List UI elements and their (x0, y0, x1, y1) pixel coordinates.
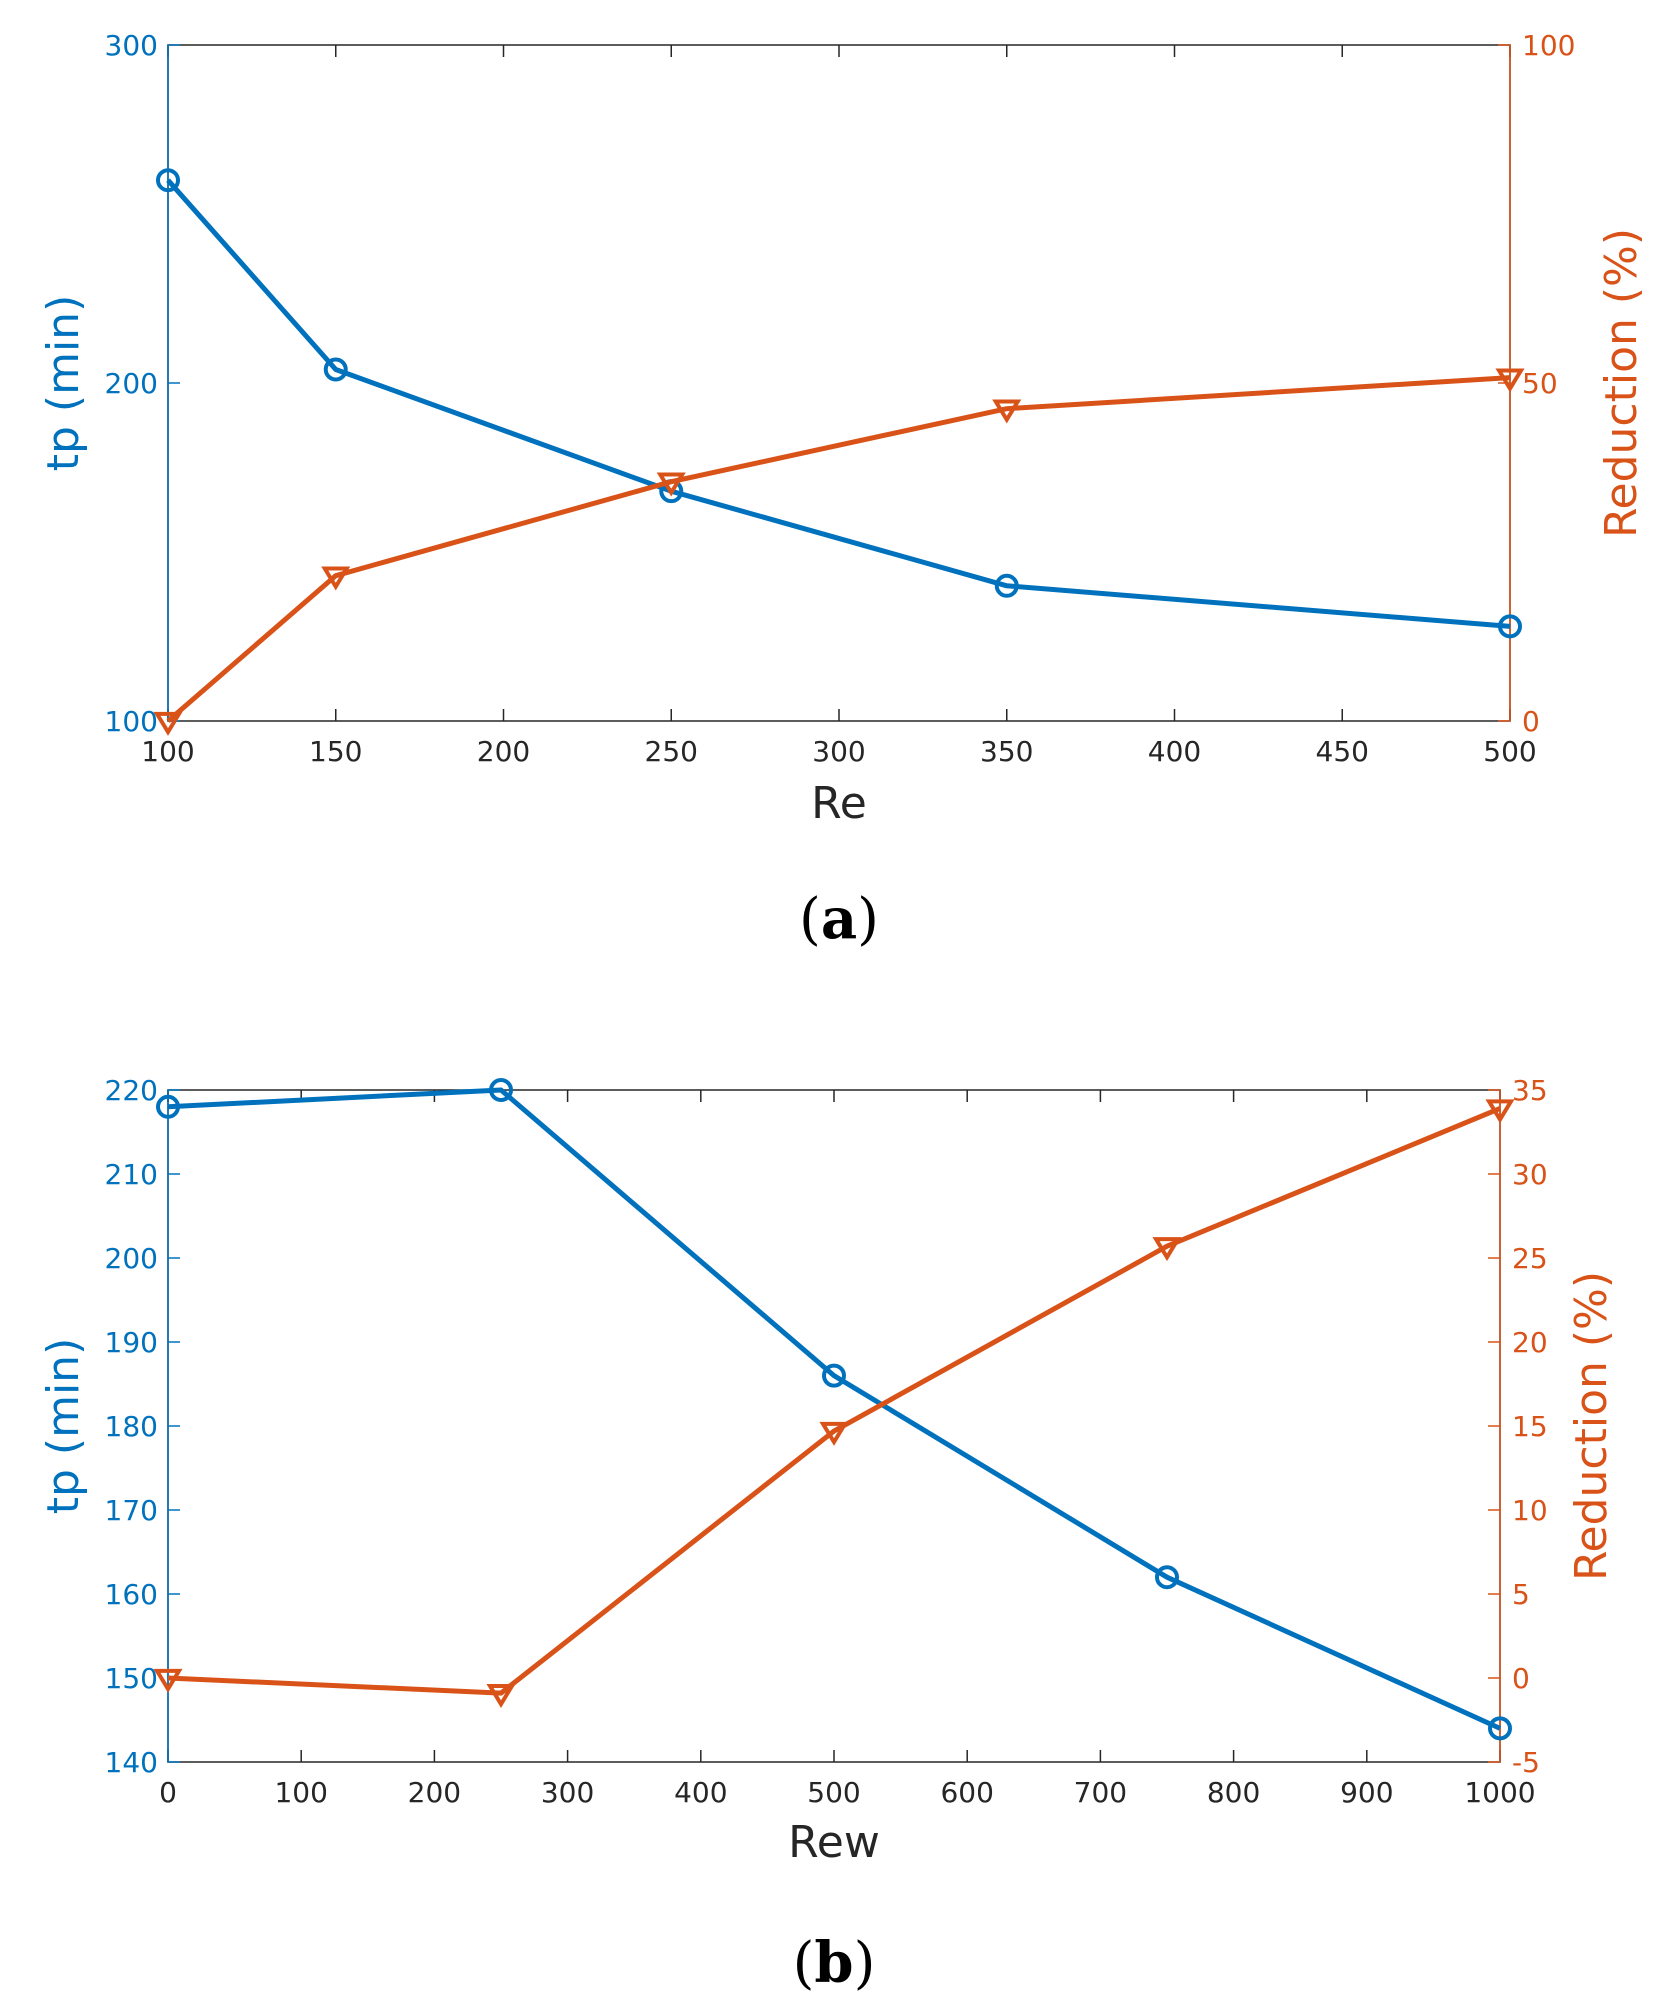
tp-data-point (994, 573, 1019, 598)
left-y-tick-label: 160 (105, 1578, 158, 1611)
reduction-data-point (656, 472, 686, 497)
right-y-tick-label: 10 (1512, 1494, 1548, 1527)
x-tick-label: 200 (477, 735, 530, 768)
x-axis: 100 150 200 250 300 350 400 450 500 (141, 45, 1537, 768)
tp-data-point (323, 357, 348, 382)
x-tick-label: 800 (1207, 1776, 1260, 1809)
reduction-data-point (992, 399, 1022, 424)
chart-panel-b: 0 100 200 300 400 500 600 700 800 900 1000 1401501… (38, 1074, 1617, 1996)
left-y-axis: 140 150 160 170 180 190 200 210 220 (105, 1074, 180, 1779)
series-group (153, 168, 1525, 736)
x-tick-label: 400 (674, 1776, 727, 1809)
right-y-tick-label: 20 (1512, 1326, 1548, 1359)
x-tick-label: 700 (1074, 1776, 1127, 1809)
right-y-tick-label: 5 (1512, 1578, 1530, 1611)
x-tick-label: 300 (541, 1776, 594, 1809)
left-y-tick-label: 190 (105, 1326, 158, 1359)
tp-data-point (1488, 1716, 1512, 1741)
right-y-axis-label: Reduction (%) (1566, 1271, 1617, 1581)
left-y-tick-label: 300 (105, 29, 158, 62)
panel-caption: (a) (799, 886, 879, 952)
tp-data-point (489, 1078, 513, 1102)
right-y-tick-label: 15 (1512, 1410, 1548, 1443)
right-y-tick-label: 25 (1512, 1242, 1548, 1275)
x-tick-label: 200 (408, 1776, 461, 1809)
left-y-tick-label: 150 (105, 1662, 158, 1695)
x-tick-label: 100 (141, 735, 194, 768)
tp-data-point (156, 1094, 180, 1119)
right-y-tick-label: 35 (1512, 1074, 1548, 1107)
left-y-tick-label: 200 (105, 367, 158, 400)
left-y-tick-label: 180 (105, 1410, 158, 1443)
left-y-tick-label: 170 (105, 1494, 158, 1527)
x-tick-label: 500 (807, 1776, 860, 1809)
right-y-tick-label: 100 (1522, 29, 1575, 62)
x-tick-label: 400 (1148, 735, 1201, 768)
reduction-data-point (1152, 1237, 1182, 1262)
x-tick-label: 900 (1340, 1776, 1393, 1809)
reduction-series-line (166, 375, 1511, 723)
x-axis: 0 100 200 300 400 500 600 700 800 900 1000 (159, 1090, 1536, 1809)
caption-close-paren: ) (857, 887, 879, 952)
x-tick-label: 450 (1316, 735, 1369, 768)
tp-data-point (822, 1363, 846, 1388)
x-tick-label: 250 (645, 735, 698, 768)
x-tick-label: 500 (1483, 735, 1536, 768)
caption-letter: b (814, 1930, 853, 1996)
x-tick-label: 350 (980, 735, 1033, 768)
reduction-data-point (1485, 1099, 1515, 1124)
tp-data-point (1155, 1565, 1179, 1590)
right-y-tick-label: 0 (1522, 705, 1540, 738)
series-group (153, 1078, 1515, 1741)
right-y-tick-label: 50 (1522, 367, 1558, 400)
right-y-axis-label: Reduction (%) (1596, 228, 1647, 538)
x-tick-label: 0 (159, 1776, 177, 1809)
left-y-axis-label: tp (min) (38, 1338, 89, 1514)
reduction-data-point (1495, 368, 1525, 393)
reduction-data-point (321, 566, 351, 591)
left-y-tick-label: 220 (105, 1074, 158, 1107)
tp-series-line (167, 1087, 1502, 1731)
left-y-tick-label: 210 (105, 1158, 158, 1191)
caption-letter: a (821, 886, 857, 952)
reduction-data-point (153, 711, 183, 736)
panel-caption: (b) (793, 1930, 876, 1996)
reduction-series-line (167, 1106, 1501, 1696)
x-axis-label: Re (811, 778, 867, 829)
x-tick-label: 150 (309, 735, 362, 768)
reduction-data-point (819, 1421, 849, 1446)
left-y-axis: 100 200 300 (105, 29, 180, 738)
chart-panel-a: 100 150 200 250 300 350 400 450 500 100 200 300 0 5… (38, 29, 1647, 952)
right-y-axis: 0 50 100 (1498, 29, 1575, 738)
right-y-axis: -5 0 5 10 15 20 25 30 35 (1488, 1074, 1548, 1779)
left-y-tick-label: 200 (105, 1242, 158, 1275)
left-y-axis-label: tp (min) (38, 295, 89, 471)
reduction-data-point (153, 1668, 183, 1693)
tp-data-point (156, 168, 180, 193)
x-axis-label: Rew (788, 1817, 880, 1868)
caption-close-paren: ) (854, 1931, 876, 1996)
right-y-tick-label: -5 (1512, 1746, 1540, 1779)
left-y-tick-label: 140 (105, 1746, 158, 1779)
tp-series-line (166, 178, 1511, 629)
right-y-tick-label: 30 (1512, 1158, 1548, 1191)
tp-data-point (1498, 614, 1522, 639)
x-tick-label: 300 (812, 735, 865, 768)
left-y-tick-label: 100 (105, 705, 158, 738)
caption-open-paren: ( (799, 887, 821, 952)
x-tick-label: 1000 (1464, 1776, 1535, 1809)
caption-open-paren: ( (793, 1931, 815, 1996)
right-y-tick-label: 0 (1512, 1662, 1530, 1695)
x-tick-label: 100 (274, 1776, 327, 1809)
x-tick-label: 600 (940, 1776, 993, 1809)
reduction-data-point (486, 1683, 516, 1708)
